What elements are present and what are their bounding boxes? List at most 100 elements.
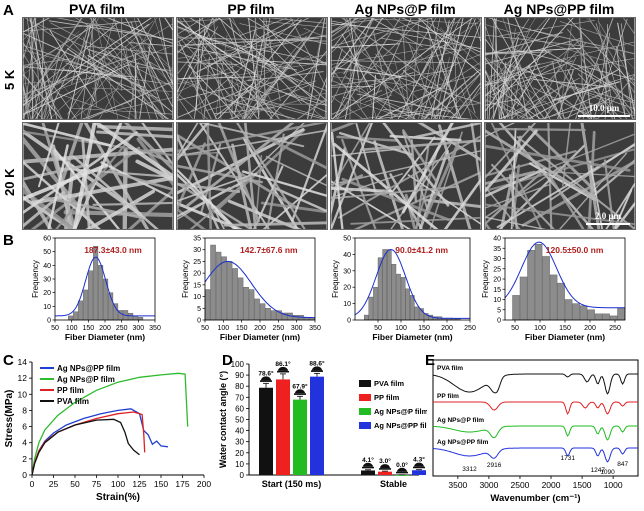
sem-fiber [178,18,244,119]
x-tick-label: 100 [66,325,78,332]
sem-fiber [485,203,635,226]
sem-fiber [262,64,325,119]
sem-fiber [177,151,219,157]
sem-fiber [177,201,243,229]
peak-label: 847 [617,461,628,468]
sem-fiber [46,53,77,119]
y-tick-label: 20 [493,277,501,284]
sem-fiber [410,18,420,119]
sem-fiber [257,97,327,119]
sem-fiber [23,23,150,116]
sem-fiber [43,195,142,219]
legend-label: Ag NPs@P film [57,375,115,384]
sem-fiber [43,47,61,119]
sem-fiber [209,44,280,119]
panel-label-a: A [3,2,14,19]
droplet-substrate-icon [294,393,306,395]
histogram-bar [204,289,211,321]
x-tick-label: 175 [175,479,189,489]
sem-fiber [510,70,522,119]
sem-fiber [257,103,327,105]
sem-fiber [262,18,302,68]
sem-fiber [86,18,115,119]
sem-fiber [375,18,412,96]
sem-fiber [333,142,439,229]
water-droplet-icon [278,366,288,371]
legend-swatch [359,380,371,387]
ftir-chart: 3500 3000 2500 2000 1500 1000 Wavenumber (cm⁻¹… [432,359,639,504]
sem-fiber [373,140,404,229]
sem-fiber [373,31,393,119]
y-tick-label: 30 [493,256,501,263]
sem-fiber [511,42,587,119]
sem-column-title-4: Ag NPs@PP film [503,1,615,17]
sem-fiber [93,123,173,179]
sem-fiber [436,96,441,119]
scale-bar-label-20k: 2.0 μm [594,211,622,221]
sem-fiber [364,18,423,76]
sem-fiber [353,18,362,110]
x-tick-label: 75 [92,479,102,489]
sem-fiber [65,62,159,99]
panel-label-c: C [3,352,14,369]
droplet-substrate-icon [311,370,323,372]
sem-fiber [485,128,598,202]
sem-fiber [71,107,173,115]
sem-fiber [550,171,635,178]
sem-fiber [561,123,572,187]
stress-strain-curve [31,372,189,476]
sem-fiber [543,81,575,119]
sem-fiber [232,18,280,119]
sem-fiber [331,180,411,229]
sem-fiber [485,59,567,87]
sem-fiber [92,201,173,206]
sem-fiber [236,123,306,229]
sem-fiber [613,189,633,229]
sem-fiber [409,43,437,119]
sem-fiber [72,123,97,229]
sem-fiber [30,146,141,229]
sem-fiber [593,18,628,119]
sem-fiber [331,131,344,229]
scale-bar-label-5k: 10.0 μm [588,103,620,113]
contact-angle-bar [412,470,426,475]
sem-fiber [344,18,378,119]
sem-fiber [485,69,506,119]
sem-fiber [177,181,253,229]
x-tick-label: 200 [441,325,453,332]
sem-fiber [331,43,400,48]
water-droplet-icon [363,462,373,467]
sem-fiber [195,18,201,111]
sem-fiber [485,34,606,49]
x-axis-label: Fiber Diameter (nm) [372,332,452,342]
sem-fiber [310,75,327,119]
sem-fiber [331,148,402,157]
x-tick-label: 300 [132,325,144,332]
sem-fiber [229,18,243,67]
y-tick-label: 80 [235,382,244,391]
sem-fiber [231,143,253,229]
sem-fiber [616,46,626,116]
sem-fiber [23,58,72,66]
sem-fiber [412,18,461,119]
sem-fiber [331,66,369,119]
sem-fiber [267,137,327,170]
histogram-bar [549,274,558,321]
sem-fiber [342,96,408,119]
sem-fiber [568,41,635,107]
y-tick-label: 90 [235,371,244,380]
contact-angle-bar [259,387,273,475]
y-tick-label: 10 [193,294,201,301]
sem-fiber [23,178,53,229]
sem-fiber [513,55,540,119]
sem-fiber [517,18,558,107]
sem-fiber [243,123,257,229]
histogram-bar [237,277,244,321]
sem-fiber [338,46,393,93]
x-tick-label: 250 [609,325,621,332]
water-droplet-icon [312,366,322,371]
sem-fiber [380,37,461,51]
sem-fiber [23,195,75,229]
sem-fiber [41,18,82,78]
gaussian-fit-curve [504,241,625,309]
